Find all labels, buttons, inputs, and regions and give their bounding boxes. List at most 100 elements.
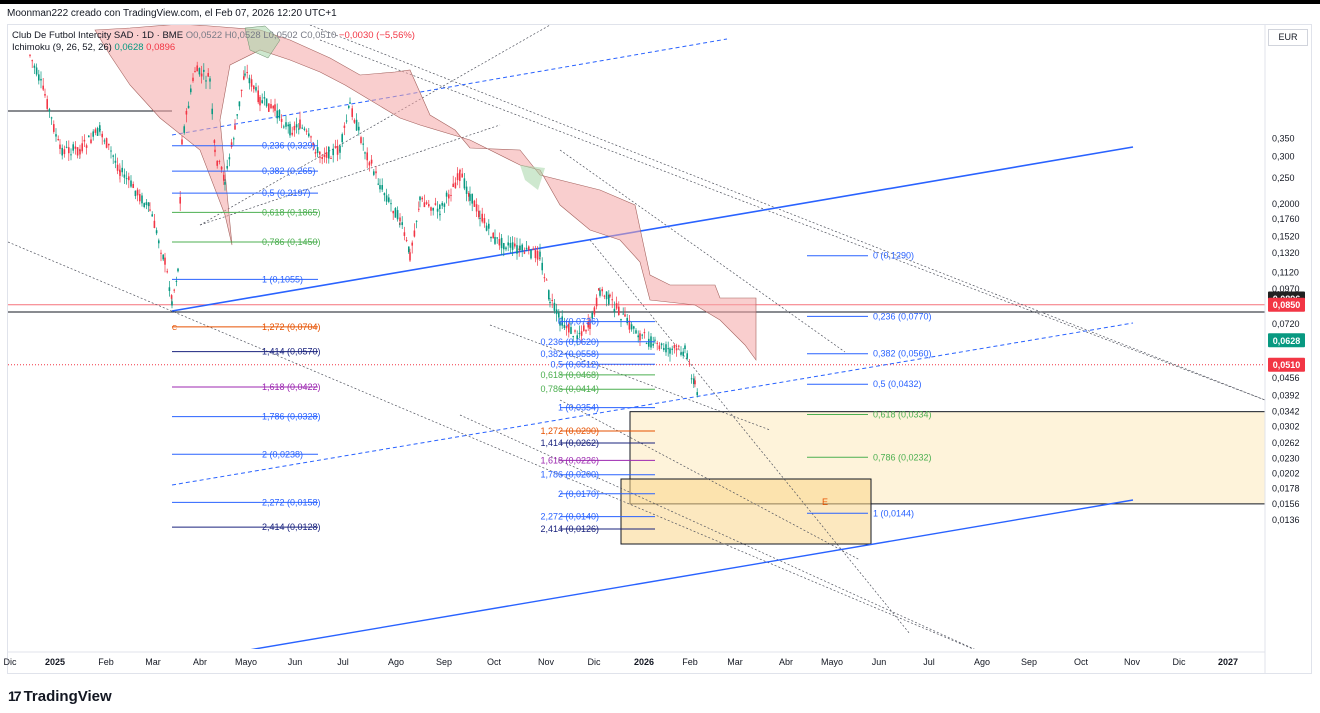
fib-c-label: 0,786 (0,0232) — [873, 452, 932, 462]
indicator-legend[interactable]: Ichimoku (9, 26, 52, 26) 0,0628 0,0896 — [12, 42, 175, 53]
candle-body — [185, 110, 188, 115]
candle-body — [370, 159, 373, 164]
candle-body — [366, 152, 368, 161]
candle-body — [203, 69, 205, 72]
candle-body — [551, 299, 553, 301]
candle-body — [613, 308, 616, 312]
candle-body — [383, 193, 386, 196]
candle-body — [99, 125, 101, 132]
currency-button[interactable]: EUR — [1268, 29, 1308, 46]
candle-body — [112, 155, 114, 157]
candle-body — [448, 194, 450, 199]
candle-body — [411, 242, 413, 246]
chart-frame[interactable] — [7, 24, 1312, 674]
fib-c-label: 0 (0,1290) — [873, 251, 914, 261]
candle-body — [35, 67, 38, 75]
candle-body — [439, 204, 441, 210]
candle-body — [680, 352, 682, 355]
candle-body — [514, 243, 516, 247]
candle-body — [608, 294, 610, 305]
candle-body — [240, 89, 243, 91]
candle-body — [153, 220, 156, 228]
candle-body — [128, 176, 130, 181]
candle-body — [690, 378, 693, 380]
trendline-dashed-lower — [171, 322, 1134, 486]
candle-body — [243, 76, 245, 80]
candle-body — [516, 245, 518, 254]
candle-body — [183, 126, 185, 133]
fib-b-label: 1,272 (0,0290) — [540, 426, 599, 436]
candle-body — [255, 87, 257, 91]
candle-body — [68, 147, 70, 154]
candle-body — [192, 77, 194, 82]
candle-body — [415, 220, 418, 222]
fib-c-label: 1 (0,0144) — [873, 508, 914, 518]
candle-body — [445, 192, 448, 197]
candle-body — [162, 254, 164, 260]
price-axis-tick: 0,2000 — [1272, 199, 1300, 209]
candle-body — [385, 195, 388, 202]
candle-body — [181, 139, 183, 145]
candle-body — [358, 126, 360, 131]
candle-body — [330, 157, 332, 159]
candle-body — [609, 294, 611, 297]
candle-body — [70, 154, 72, 156]
candle-body — [103, 140, 106, 142]
candle-body — [473, 200, 476, 207]
candle-body — [611, 299, 613, 301]
time-axis-tick: Mayo — [235, 657, 257, 667]
candle-body — [194, 71, 196, 73]
candle-body — [488, 223, 490, 229]
symbol-name[interactable]: Club De Futbol Intercity SAD · 1D · BME — [12, 30, 184, 41]
fib-b-label: 1 (0,0354) — [558, 403, 599, 413]
candle-body — [46, 99, 48, 109]
ichimoku-label[interactable]: Ichimoku (9, 26, 52, 26) — [12, 42, 112, 53]
candle-body — [289, 124, 291, 136]
price-axis-tick: 0,0970 — [1272, 284, 1300, 294]
candle-body — [353, 120, 356, 123]
candle-body — [558, 312, 560, 318]
candle-body — [539, 251, 541, 257]
time-axis-tick: Jun — [288, 657, 303, 667]
price-axis-tick: 0,0230 — [1272, 453, 1300, 463]
candle-body — [658, 345, 661, 350]
price-axis-tick: 0,1120 — [1272, 267, 1299, 277]
legend-close: C0,0510 — [300, 30, 337, 41]
candle-body — [130, 180, 132, 187]
candle-body — [443, 203, 446, 207]
candle-body — [543, 277, 546, 279]
candle-body — [401, 222, 403, 226]
time-axis-tick: Mayo — [821, 657, 843, 667]
fib-a-label: 1,786 (0,0328) — [262, 412, 321, 422]
fib-b-label: 0,786 (0,0414) — [540, 384, 599, 394]
candle-body — [257, 90, 259, 103]
candle-body — [696, 392, 698, 396]
candle-body — [38, 74, 40, 81]
candle-body — [549, 301, 551, 304]
tradingview-brand[interactable]: 17 TradingView — [8, 686, 112, 706]
fib-b-label: 0,5 (0,0512) — [550, 359, 599, 369]
symbol-legend[interactable]: Club De Futbol Intercity SAD · 1D · BME … — [12, 30, 415, 41]
candle-body — [218, 160, 221, 162]
time-axis-tick: Dic — [588, 657, 601, 667]
trend-line-dotted — [199, 124, 501, 226]
candle-body — [626, 317, 628, 324]
fib-b-label: 0,618 (0,0468) — [540, 370, 599, 380]
candle-body — [40, 78, 42, 81]
candle-body — [33, 65, 36, 68]
candle-body — [119, 170, 121, 176]
candle-body — [99, 128, 101, 130]
candle-body — [246, 72, 248, 74]
candle-body — [671, 348, 673, 350]
price-badge — [1268, 333, 1305, 348]
candle-body — [578, 332, 581, 334]
candle-body — [555, 309, 558, 315]
candle-body — [293, 125, 296, 131]
candle-body — [270, 104, 272, 109]
candle-body — [684, 345, 686, 350]
candle-body — [145, 202, 148, 206]
candle-body — [57, 139, 59, 141]
time-axis-tick: Mar — [727, 657, 743, 667]
candle-body — [168, 287, 171, 291]
